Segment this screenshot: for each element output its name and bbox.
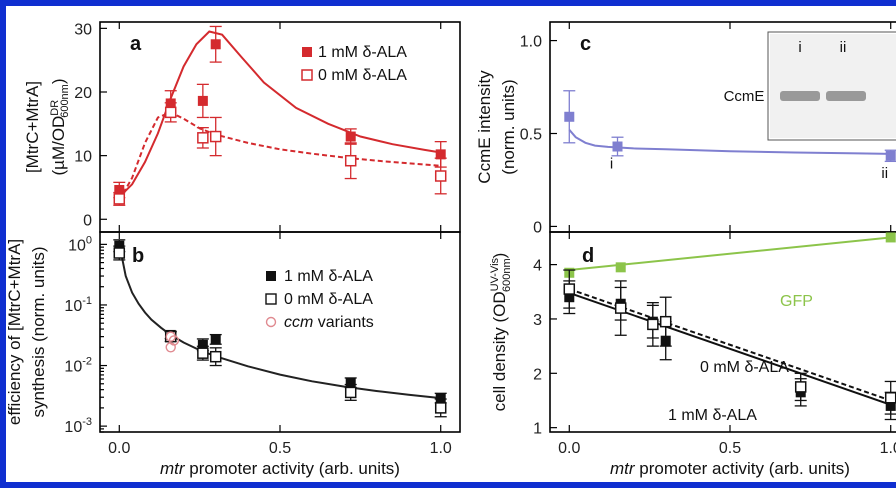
panel-b-series-1-point [113, 247, 126, 259]
panel-b-xlabel: mtr promoter activity (arb. units) [160, 459, 400, 478]
panel-d-series-0-point [615, 262, 626, 273]
panel-a-ytick-label-3: 30 [74, 21, 92, 38]
panel-a-series-1-point [164, 106, 177, 119]
panel-d-series-2-point [647, 318, 659, 331]
panel-b-legend: 1 mM δ-ALA 0 mM δ-ALA ccm variants [265, 268, 374, 331]
panel-b-ytick-label-2: 10-2 [64, 356, 92, 376]
panel-a-series-1-point [344, 154, 357, 167]
panel-d-series-2-point [884, 392, 896, 404]
legend-b-0mm-label: 0 mM δ-ALA [284, 291, 373, 308]
panel-c-point-label: i [610, 156, 613, 173]
panel-c-series-0-point [564, 111, 575, 122]
legend-a-0mm-label: 0 mM δ-ALA [318, 67, 407, 84]
panel-a-series-0-point [210, 39, 221, 50]
panel-a-series-0-point [435, 149, 446, 160]
panel-a-ytick-label-1: 10 [74, 149, 92, 166]
panel-c-ylabel-2: (norm. units) [499, 79, 518, 174]
panel-d-ylabel: cell density (ODUV-Vis600nm) [489, 253, 513, 412]
panel-b-series-0-point [345, 377, 356, 388]
panel-c-point-label: ii [881, 165, 888, 182]
panel-letter-c: c [580, 33, 591, 55]
panel-a-series-0-fit-line [118, 30, 441, 198]
panel-d-ytick-label-3: 4 [533, 258, 542, 275]
panel-d-gfp-label: GFP [780, 293, 813, 310]
panel-b-series-0-point [197, 339, 208, 350]
panel-d-1mm-label: 1 mM δ-ALA [668, 407, 757, 424]
legend-a-1mm-label: 1 mM δ-ALA [318, 44, 407, 61]
legend-b-1mm-label: 1 mM δ-ALA [284, 268, 373, 285]
panel-d-ytick-label-0: 1 [533, 421, 542, 438]
panel-b-series-1-point [197, 347, 209, 359]
panel-c-ytick-label-0: 0 [533, 219, 542, 236]
panel-a-series-1-point [434, 170, 447, 182]
panel-d-series-2-point [563, 283, 576, 295]
panel-d-series-2-point [794, 381, 807, 393]
panel-a-series-1-point [209, 130, 222, 143]
panel-d-series-2-point [614, 302, 627, 314]
panel-b-ytick-label-3: 10-3 [64, 416, 92, 436]
inset-band-ii [826, 91, 866, 101]
panel-c-series-0-point [885, 150, 896, 161]
panel-c-series-0-fit-line [568, 129, 891, 155]
panel-b-ytick-label-1: 10-1 [64, 295, 92, 315]
inset-band-label: CcmE [724, 88, 765, 105]
panel-letter-b: b [132, 245, 144, 267]
panel-a-series-1-fit-line [118, 111, 441, 201]
panel-a-series-1-point [197, 132, 209, 144]
panel-c-inset: i ii CcmE [724, 31, 896, 141]
panel-a-ylabel-1: [MtrC+MtrA] [23, 81, 42, 173]
panel-b-xtick-label-2: 1.0 [430, 440, 452, 457]
legend-b-0mm-marker [265, 293, 277, 305]
legend-b-ccm-label: ccm variants [284, 314, 374, 331]
legend-a-1mm-marker [302, 47, 312, 57]
panel-a-ylabel-2: (µM/ODDR600nm) [49, 78, 71, 175]
panel-letter-d: d [582, 245, 594, 267]
panel-b-ytick-label-0: 100 [68, 234, 92, 254]
legend-a-0mm-marker [301, 69, 313, 81]
inset-lane-label-i: i [798, 39, 801, 56]
panel-d-xlabel: mtr promoter activity (arb. units) [610, 459, 850, 478]
panel-d-ytick-label-1: 2 [533, 366, 542, 383]
panel-d-xtick-label-2: 1.0 [880, 440, 896, 457]
panel-a-series-0-point [197, 95, 208, 106]
panel-b-xtick-label-0: 0.0 [108, 440, 130, 457]
panel-b-ylabel-2: synthesis (norm. units) [29, 247, 48, 418]
panel-b-series-0-point [435, 393, 446, 404]
inset-band-i [780, 91, 820, 101]
panel-b-series-1-point [209, 350, 222, 363]
panel-b-frame [99, 231, 461, 433]
inset-gel-background [770, 34, 896, 138]
panel-d-series-2-point [659, 315, 672, 328]
panel-c-series-0-point [612, 141, 623, 152]
panel-b-xtick-label-1: 0.5 [269, 440, 291, 457]
panel-a-series-0-point [345, 131, 356, 142]
panel-d-0mm-label: 0 mM δ-ALA [700, 359, 789, 376]
inset-lane-label-ii: ii [840, 39, 847, 56]
panel-letter-a: a [130, 33, 142, 55]
panel-c-ytick-label-2: 1.0 [520, 34, 542, 51]
panel-d-xtick-label-1: 0.5 [719, 440, 741, 457]
panel-a-ytick-label-2: 20 [74, 85, 92, 102]
panel-a-ytick-label-0: 0 [83, 212, 92, 229]
panel-d-frame [549, 231, 896, 433]
panel-a-legend: 1 mM δ-ALA 0 mM δ-ALA [301, 44, 407, 84]
panel-b-series-2-point [168, 335, 180, 346]
panel-d-series-0-point [885, 232, 896, 243]
panel-a-series-0-point [114, 185, 125, 195]
panel-b-series-1-point [344, 386, 357, 399]
legend-b-ccm-marker [265, 316, 277, 328]
panel-b-series-1-point [434, 402, 447, 414]
panel-a-series-1-point [113, 193, 126, 205]
panel-c-ytick-label-1: 0.5 [520, 127, 542, 144]
panel-b-ylabel-1: efficiency of [MtrC+MtrA] [5, 239, 24, 425]
panel-b-series-0-point [210, 334, 221, 345]
legend-b-1mm-marker [266, 271, 276, 281]
panel-b-fit-line [119, 251, 441, 400]
panel-c-ylabel-1: CcmE intensity [475, 70, 494, 184]
panel-d-xtick-label-0: 0.0 [558, 440, 580, 457]
panel-d-ytick-label-2: 3 [533, 312, 542, 329]
